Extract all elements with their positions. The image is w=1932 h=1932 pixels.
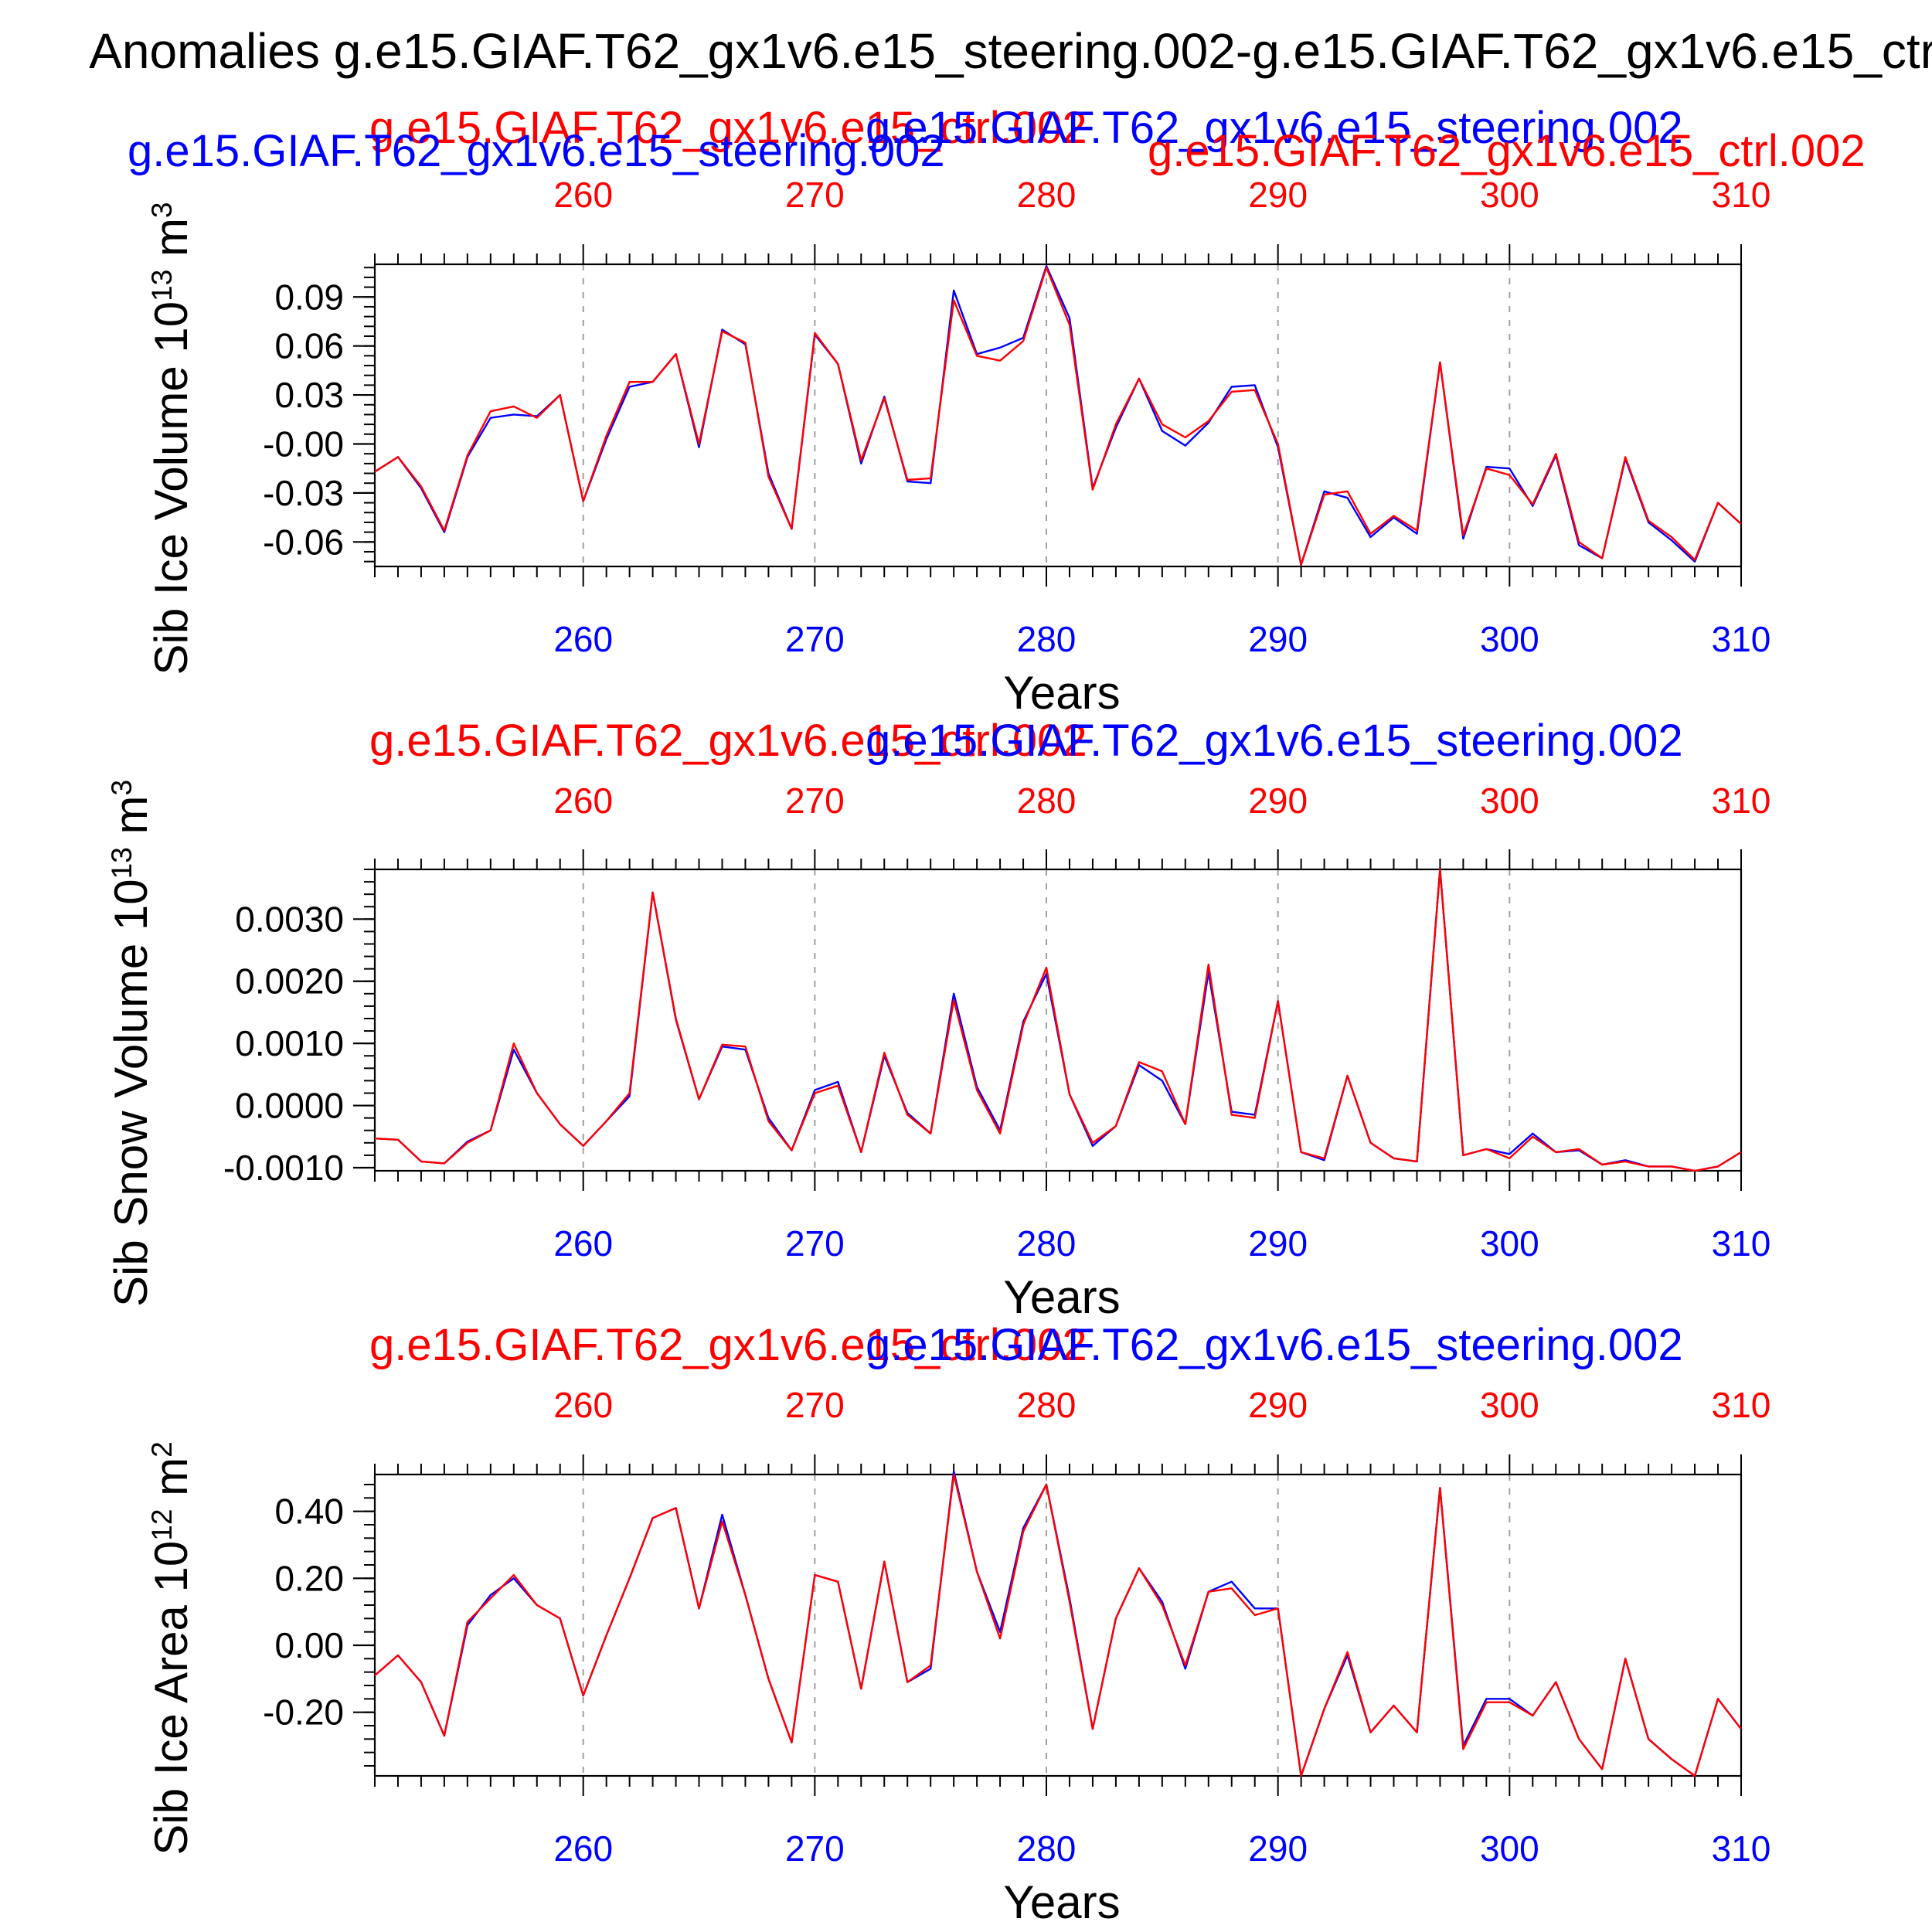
y-axis-label: Sib Ice Area 1012 m2 xyxy=(145,1441,197,1855)
x-axis-label: Years xyxy=(1003,1876,1120,1928)
x-tick-label-bottom: 270 xyxy=(785,1828,845,1869)
x-tick-label-top: 290 xyxy=(1248,175,1308,215)
series-line xyxy=(374,1473,1742,1777)
run-label: g.e15.GIAF.T62_gx1v6.e15_steering.002 xyxy=(128,126,945,176)
y-tick-label: -0.0010 xyxy=(223,1148,344,1188)
x-tick-label-top: 260 xyxy=(553,1385,613,1425)
x-tick-label-bottom: 290 xyxy=(1248,1223,1308,1264)
x-tick-label-top: 270 xyxy=(785,1385,845,1425)
series-line xyxy=(374,267,1742,566)
x-tick-label-bottom: 280 xyxy=(1017,1223,1077,1264)
x-tick-label-top: 310 xyxy=(1712,175,1771,215)
x-tick-label-bottom: 280 xyxy=(1017,1828,1077,1869)
x-tick-label-bottom: 290 xyxy=(1248,619,1308,659)
x-tick-label-top: 270 xyxy=(785,175,845,215)
x-tick-label-bottom: 290 xyxy=(1248,1828,1308,1869)
x-tick-label-top: 300 xyxy=(1480,175,1539,215)
x-tick-label-top: 310 xyxy=(1712,1385,1771,1425)
x-tick-label-bottom: 300 xyxy=(1480,619,1539,659)
y-axis-label: Sib Snow Volume 1013 m3 xyxy=(105,780,157,1307)
y-tick-label: 0.03 xyxy=(274,375,344,415)
x-tick-label-top: 260 xyxy=(553,781,613,821)
x-tick-label-top: 290 xyxy=(1248,1385,1308,1425)
x-tick-label-bottom: 310 xyxy=(1712,619,1771,659)
x-tick-label-top: 260 xyxy=(553,175,613,215)
x-tick-label-bottom: 310 xyxy=(1712,1223,1771,1264)
y-tick-label: -0.00 xyxy=(263,423,344,464)
y-tick-label: -0.20 xyxy=(263,1692,344,1733)
y-tick-label: 0.00 xyxy=(274,1625,344,1665)
x-tick-label-top: 280 xyxy=(1017,781,1077,821)
y-tick-label: 0.09 xyxy=(274,277,344,317)
x-tick-label-top: 300 xyxy=(1480,1385,1539,1425)
x-tick-label-bottom: 300 xyxy=(1480,1223,1539,1264)
y-tick-label: 0.06 xyxy=(274,326,344,366)
x-tick-label-bottom: 260 xyxy=(553,619,613,659)
y-axis-label: Sib Ice Volume 1013 m3 xyxy=(145,202,197,675)
x-axis-label: Years xyxy=(1003,667,1120,719)
plot-frame xyxy=(373,263,1743,568)
x-tick-label-top: 270 xyxy=(785,781,845,821)
panels: 0.09 0.06 0.03 -0.00 -0.03 -0.06 260 260 270 270 2… xyxy=(105,103,1866,1928)
x-tick-label-top: 280 xyxy=(1017,175,1077,215)
panel-1: 0.09 0.06 0.03 -0.00 -0.03 -0.06 260 260 270 270 2… xyxy=(128,103,1866,719)
y-tick-label: 0.0030 xyxy=(235,899,344,939)
run-label: g.e15.GIAF.T62_gx1v6.e15_ctrl.002 xyxy=(1148,126,1866,176)
x-tick-label-bottom: 270 xyxy=(785,1223,845,1264)
x-tick-label-top: 310 xyxy=(1712,781,1771,821)
y-tick-label: -0.06 xyxy=(263,522,344,562)
plot-frame xyxy=(373,1473,1743,1777)
figure-title: Anomalies g.e15.GIAF.T62_gx1v6.e15_steer… xyxy=(89,23,1932,79)
y-tick-label: 0.0020 xyxy=(235,961,344,1002)
run-label: g.e15.GIAF.T62_gx1v6.e15_steering.002 xyxy=(866,103,1683,153)
run-label: g.e15.GIAF.T62_gx1v6.e15_ctrl.002 xyxy=(369,716,1087,766)
y-tick-label: -0.03 xyxy=(263,473,344,513)
panel-3: 0.40 0.20 0.00 -0.20 260 260 270 270 280 280 290 29… xyxy=(145,1320,1770,1928)
run-label: g.e15.GIAF.T62_gx1v6.e15_steering.002 xyxy=(866,1320,1683,1370)
x-axis-label: Years xyxy=(1003,1271,1120,1323)
x-tick-label-bottom: 260 xyxy=(553,1828,613,1869)
x-tick-label-bottom: 310 xyxy=(1712,1828,1771,1869)
x-tick-label-top: 280 xyxy=(1017,1385,1077,1425)
run-label: g.e15.GIAF.T62_gx1v6.e15_ctrl.002 xyxy=(369,1320,1087,1370)
x-tick-label-bottom: 270 xyxy=(785,619,845,659)
y-tick-label: 0.0000 xyxy=(235,1086,344,1126)
y-tick-label: 0.0010 xyxy=(235,1023,344,1063)
series-line xyxy=(374,868,1742,1172)
y-tick-label: 0.20 xyxy=(274,1558,344,1598)
run-label: g.e15.GIAF.T62_gx1v6.e15_steering.002 xyxy=(866,716,1683,766)
run-label: g.e15.GIAF.T62_gx1v6.e15_ctrl.002 xyxy=(369,103,1087,153)
x-tick-label-top: 290 xyxy=(1248,781,1308,821)
x-tick-label-bottom: 300 xyxy=(1480,1828,1539,1869)
x-tick-label-top: 300 xyxy=(1480,781,1539,821)
x-tick-label-bottom: 260 xyxy=(553,1223,613,1264)
x-tick-label-bottom: 280 xyxy=(1017,619,1077,659)
y-tick-label: 0.40 xyxy=(274,1492,344,1532)
panel-2: 0.0030 0.0020 0.0010 0.0000 -0.0010 260 260 270… xyxy=(105,716,1770,1323)
plot-frame xyxy=(373,868,1743,1172)
